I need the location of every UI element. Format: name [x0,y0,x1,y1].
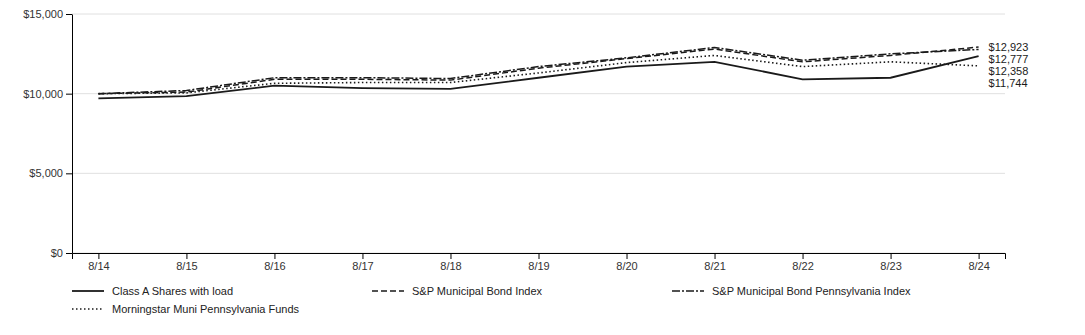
legend-swatch [72,308,104,310]
end-label: $12,358 [989,65,1029,77]
plot: $0$5,000$10,000$15,0008/148/158/168/178/… [23,8,1028,272]
x-tick: 8/15 [176,253,197,272]
x-tick-mark [891,253,892,259]
x-tick-mark [627,253,628,259]
y-tick-mark [66,14,72,15]
y-tick: $5,000 [29,167,72,179]
x-tick-label: 8/24 [968,260,989,272]
y-tick-mark [66,173,72,174]
y-tick-label: $10,000 [23,88,63,100]
x-tick-mark [979,253,980,259]
series-line [98,55,978,93]
x-tick-mark [803,253,804,259]
lines [98,47,978,98]
x-tick-label: 8/17 [352,260,373,272]
x-tick-label: 8/18 [440,260,461,272]
series-line [98,47,978,94]
end-label: $12,777 [989,53,1029,65]
x-tick: 8/19 [528,253,549,272]
x-tick-mark [715,253,716,259]
x-tick: 8/18 [440,253,461,272]
y-axis-line [72,15,73,254]
legend-label: S&P Municipal Bond Pennsylvania Index [712,285,911,297]
legend-item: S&P Municipal Bond Index [372,285,543,297]
x-tick-mark [539,253,540,259]
x-axis: 8/14 8/15 8/16 8/17 8/18 8/19 8/20 8/21 8/22 8/23… [73,253,1006,272]
x-tick: 8/21 [704,253,725,272]
y-tick-label: $5,000 [29,167,63,179]
series-line [98,56,978,98]
legend-label: Class A Shares with load [112,285,233,297]
x-tick-label: 8/21 [704,260,725,272]
end-label: $12,923 [989,41,1029,53]
annotations: $12,923$12,777$12,358$11,744 [989,41,1029,89]
legend-swatch [672,290,704,292]
x-tick: 8/24 [968,253,989,272]
x-tick-label: 8/20 [616,260,637,272]
y-tick: $15,000 [23,8,72,20]
chart: $0$5,000$10,000$15,0008/148/158/168/178/… [0,0,1085,335]
x-tick-mark [274,253,275,259]
legend-label: S&P Municipal Bond Index [412,285,543,297]
y-tick: $10,000 [23,88,72,100]
x-tick-label: 8/15 [176,260,197,272]
series-line [98,47,978,93]
x-tick-mark [186,253,187,259]
legend: Class A Shares with load S&P Municipal Bo… [72,285,911,315]
x-tick-label: 8/22 [792,260,813,272]
y-axis: $0 $5,000 $10,000 $15,000 [23,8,72,259]
legend-item: Morningstar Muni Pennsylvania Funds [72,303,300,315]
x-tick-label: 8/23 [880,260,901,272]
x-tick-label: 8/14 [88,260,109,272]
legend-label: Morningstar Muni Pennsylvania Funds [112,303,300,315]
legend-item: S&P Municipal Bond Pennsylvania Index [672,285,911,297]
y-tick-mark [66,253,72,254]
x-tick-mark [450,253,451,259]
grid-line [72,173,1005,174]
x-tick: 8/17 [352,253,373,272]
x-tick: 8/23 [880,253,901,272]
x-tick-label: 8/19 [528,260,549,272]
x-tick: 8/14 [88,253,109,272]
x-tick: 8/16 [264,253,285,272]
x-axis-line [73,254,1006,260]
legend-swatch [72,290,104,292]
y-tick-label: $15,000 [23,8,63,20]
x-tick: 8/20 [616,253,637,272]
legend-item: Class A Shares with load [72,285,233,297]
y-tick: $0 [51,247,72,259]
end-label: $11,744 [989,77,1028,89]
grid [72,14,1005,253]
y-tick-label: $0 [51,247,63,259]
x-tick: 8/22 [792,253,813,272]
legend-swatch [372,290,404,292]
x-tick-mark [98,253,99,259]
y-tick-mark [66,94,72,95]
grid-line [72,14,1005,15]
x-tick-label: 8/16 [264,260,285,272]
x-tick-mark [362,253,363,259]
